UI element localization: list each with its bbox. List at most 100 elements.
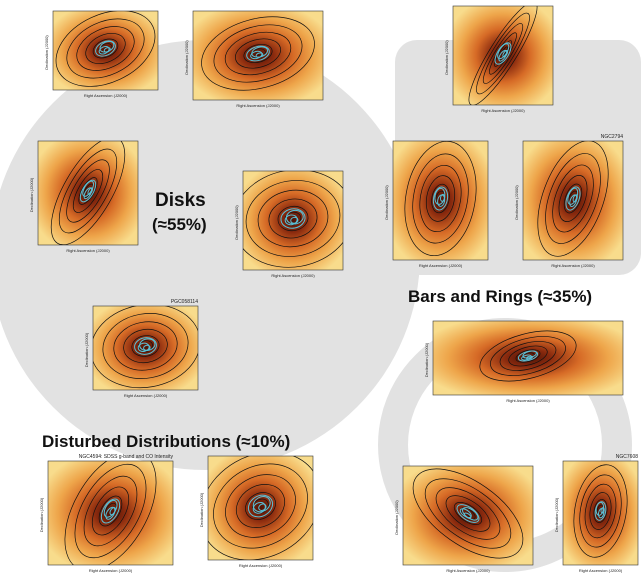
co-contour bbox=[565, 186, 581, 211]
contour bbox=[479, 330, 577, 382]
contour bbox=[445, 495, 491, 532]
co-contour bbox=[526, 355, 533, 360]
contours bbox=[573, 464, 628, 558]
contour bbox=[66, 18, 145, 79]
contours bbox=[243, 171, 343, 268]
disks-backdrop bbox=[0, 40, 420, 470]
panel-image bbox=[562, 460, 639, 566]
contour bbox=[419, 164, 462, 233]
y-axis-label: Declination (J2000) bbox=[554, 497, 559, 532]
co-contour bbox=[137, 342, 150, 353]
contour bbox=[545, 153, 601, 244]
contour bbox=[66, 159, 110, 223]
panel-image bbox=[47, 460, 174, 566]
y-axis-label: Declination (J2000) bbox=[514, 185, 519, 220]
contour bbox=[235, 38, 281, 69]
panel-title: NGC7608 bbox=[616, 454, 638, 460]
contours bbox=[201, 16, 315, 91]
y-axis-label: Declination (J2000) bbox=[424, 342, 429, 377]
contour bbox=[208, 456, 313, 560]
x-axis-label: Right Ascension (J2000) bbox=[271, 273, 315, 278]
panel-title: PGC058114 bbox=[171, 299, 198, 305]
x-axis-label: Right Ascension (J2000) bbox=[124, 393, 168, 398]
contour bbox=[584, 483, 617, 539]
contour bbox=[224, 31, 292, 76]
contour bbox=[424, 478, 512, 549]
co-contour bbox=[494, 42, 512, 65]
co-contour bbox=[255, 52, 264, 58]
y-axis-label: Declination (J2000) bbox=[84, 332, 89, 367]
contour bbox=[453, 502, 483, 525]
contour bbox=[552, 164, 594, 233]
contour bbox=[58, 148, 118, 234]
contours bbox=[404, 141, 477, 257]
x-axis-label: Right Ascension (J2000) bbox=[84, 93, 128, 98]
x-axis-label: Right Ascension (J2000) bbox=[66, 248, 110, 253]
contour bbox=[74, 463, 147, 559]
galaxy-panel: Right Ascension (J2000) Declination (J200… bbox=[554, 454, 639, 573]
contour bbox=[468, 6, 538, 105]
co-contour bbox=[432, 186, 449, 211]
contour bbox=[257, 189, 329, 248]
y-axis-label: Declination (J2000) bbox=[384, 185, 389, 220]
contour bbox=[83, 475, 138, 547]
contours bbox=[64, 461, 157, 565]
contour bbox=[412, 468, 524, 559]
co-contour bbox=[103, 47, 111, 53]
y-axis-label: Declination (J2000) bbox=[39, 497, 44, 532]
contour bbox=[236, 484, 285, 528]
contour bbox=[589, 492, 612, 530]
contour bbox=[573, 464, 628, 558]
contour bbox=[201, 16, 315, 91]
contour bbox=[55, 11, 156, 87]
co-contour bbox=[95, 40, 116, 57]
contour bbox=[268, 198, 318, 239]
y-axis-label: Declination (J2000) bbox=[394, 500, 399, 535]
x-axis-label: Right Ascension (J2000) bbox=[579, 568, 623, 573]
contours bbox=[50, 141, 126, 245]
contours bbox=[412, 468, 524, 559]
contours bbox=[468, 6, 538, 105]
contour bbox=[92, 38, 119, 59]
x-axis-label: Right Ascension (J2000) bbox=[419, 263, 463, 268]
contour bbox=[579, 474, 622, 548]
contour bbox=[593, 499, 608, 523]
y-axis-label: Declination (J2000) bbox=[44, 35, 49, 70]
contour bbox=[50, 141, 126, 245]
galaxy-panel: Right Ascension (J2000) Declination (J200… bbox=[199, 455, 314, 568]
contour bbox=[76, 26, 135, 71]
co-contour bbox=[572, 194, 578, 203]
panel-image bbox=[207, 455, 314, 561]
contour bbox=[435, 487, 501, 540]
galaxy-panel: Right Ascension (J2000) Declination (J200… bbox=[384, 140, 489, 268]
x-axis-label: Right Ascension (J2000) bbox=[446, 568, 490, 573]
panels: Right Ascension (J2000) Declination (J200… bbox=[29, 5, 639, 573]
x-axis-label: Right Ascension (J2000) bbox=[506, 398, 550, 403]
contour bbox=[243, 171, 343, 268]
galaxy-panel: Right Ascension (J2000) Declination (J200… bbox=[514, 134, 624, 268]
co-contour bbox=[258, 503, 267, 511]
galaxy-panel: Right Ascension (J2000) Declination (J200… bbox=[424, 320, 624, 403]
y-axis-label: Declination (J2000) bbox=[234, 205, 239, 240]
contour bbox=[243, 43, 273, 64]
panel-image bbox=[92, 305, 199, 391]
co-contour bbox=[79, 179, 97, 203]
contour bbox=[563, 183, 583, 214]
contour bbox=[131, 335, 160, 357]
contours bbox=[93, 306, 198, 389]
disks-percent: (≈55%) bbox=[152, 215, 207, 234]
contour bbox=[425, 175, 456, 222]
y-axis-label: Declination (J2000) bbox=[199, 492, 204, 527]
contour bbox=[515, 349, 541, 363]
contours bbox=[537, 141, 609, 257]
contour bbox=[277, 205, 309, 232]
galaxy-panel: Right Ascension (J2000) Declination (J200… bbox=[29, 140, 139, 253]
panel-title: NGC2794 bbox=[601, 134, 623, 140]
co-contour bbox=[594, 501, 607, 521]
contours bbox=[208, 456, 313, 560]
x-axis-label: Right Ascension (J2000) bbox=[481, 108, 525, 113]
contours bbox=[479, 330, 577, 382]
contour bbox=[78, 177, 98, 205]
contour bbox=[123, 328, 168, 364]
